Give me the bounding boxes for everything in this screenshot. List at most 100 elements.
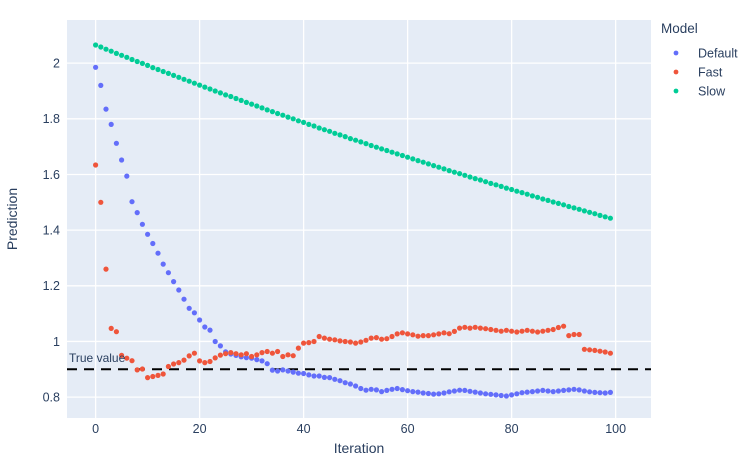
data-point: [555, 388, 562, 394]
data-point: [467, 388, 473, 394]
data-point: [509, 328, 515, 334]
data-point: [368, 386, 374, 392]
data-point: [353, 340, 359, 346]
data-point: [529, 328, 536, 334]
legend: Model Default Fast Slow: [661, 21, 738, 98]
series-default: [93, 64, 614, 399]
data-point: [462, 324, 468, 330]
data-point: [363, 141, 369, 147]
data-point: [415, 333, 421, 339]
data-point: [316, 373, 322, 379]
data-point: [415, 389, 421, 395]
data-point: [488, 326, 494, 333]
data-point: [197, 317, 203, 323]
data-point: [280, 367, 286, 373]
data-point: [119, 52, 125, 58]
data-point: [410, 332, 416, 338]
tick-labels-layer: 0 20 40 60 80 100 0.8 1 1.2 1.4 1.6 1.8 2: [43, 56, 627, 436]
data-point: [321, 335, 327, 341]
data-point: [384, 147, 390, 154]
data-point: [472, 389, 478, 395]
data-point: [181, 296, 187, 302]
data-point: [493, 392, 499, 398]
data-point: [212, 355, 218, 361]
data-point: [327, 375, 333, 381]
data-point: [139, 221, 145, 227]
data-point: [524, 389, 530, 395]
data-point: [363, 337, 369, 343]
data-point: [347, 136, 353, 142]
data-point: [587, 347, 593, 353]
data-point: [441, 166, 447, 172]
legend-marker-default: [673, 50, 679, 56]
data-point: [249, 353, 255, 360]
data-point: [119, 352, 125, 358]
data-point: [405, 331, 411, 337]
data-point: [191, 310, 197, 316]
data-point: [524, 191, 530, 197]
x-tick-label: 0: [92, 422, 99, 436]
data-point: [217, 90, 223, 96]
legend-title: Model: [661, 21, 698, 36]
data-point: [540, 387, 546, 393]
data-point: [316, 333, 322, 340]
legend-item-slow[interactable]: Slow: [673, 84, 726, 98]
data-point: [607, 215, 614, 221]
data-point: [389, 386, 395, 392]
data-point: [181, 357, 187, 363]
legend-item-default[interactable]: Default: [673, 46, 739, 60]
data-point: [150, 373, 156, 380]
data-point: [212, 88, 218, 94]
data-point: [311, 338, 317, 345]
data-point: [399, 152, 405, 159]
data-point: [368, 142, 374, 149]
data-point: [155, 250, 161, 256]
data-point: [202, 360, 208, 366]
data-point: [301, 370, 307, 377]
data-point: [581, 346, 588, 352]
data-point: [519, 390, 525, 396]
data-point: [207, 358, 213, 365]
plot-background-layer: [67, 20, 651, 418]
data-point: [181, 76, 187, 82]
data-point: [597, 348, 603, 354]
data-point: [503, 327, 509, 333]
legend-marker-slow: [673, 88, 679, 94]
data-point: [488, 391, 494, 397]
data-point: [555, 324, 562, 331]
data-point: [592, 389, 598, 395]
data-point: [446, 331, 452, 337]
data-point: [176, 360, 182, 366]
data-point: [186, 78, 192, 84]
data-point: [98, 44, 104, 50]
data-point: [535, 329, 541, 335]
legend-item-fast[interactable]: Fast: [673, 65, 723, 79]
data-point: [139, 60, 145, 66]
data-point: [342, 338, 348, 345]
plot-area[interactable]: [67, 20, 651, 418]
data-point: [165, 270, 171, 276]
data-point: [410, 389, 416, 395]
data-point: [119, 157, 125, 163]
data-point: [301, 340, 307, 346]
data-point: [332, 376, 338, 382]
data-point: [602, 349, 608, 355]
data-point: [186, 305, 192, 311]
data-point: [462, 387, 468, 393]
data-point: [540, 196, 546, 202]
legend-marker-fast: [673, 69, 679, 75]
data-point: [280, 112, 286, 118]
data-point: [358, 339, 364, 345]
data-point: [509, 392, 515, 398]
data-point: [207, 86, 213, 92]
data-point: [514, 391, 520, 397]
data-point: [145, 231, 151, 237]
data-point: [108, 121, 114, 127]
data-point: [233, 95, 239, 102]
data-point: [425, 161, 431, 167]
data-point: [306, 121, 312, 127]
data-point: [332, 337, 338, 343]
data-point: [597, 390, 603, 396]
